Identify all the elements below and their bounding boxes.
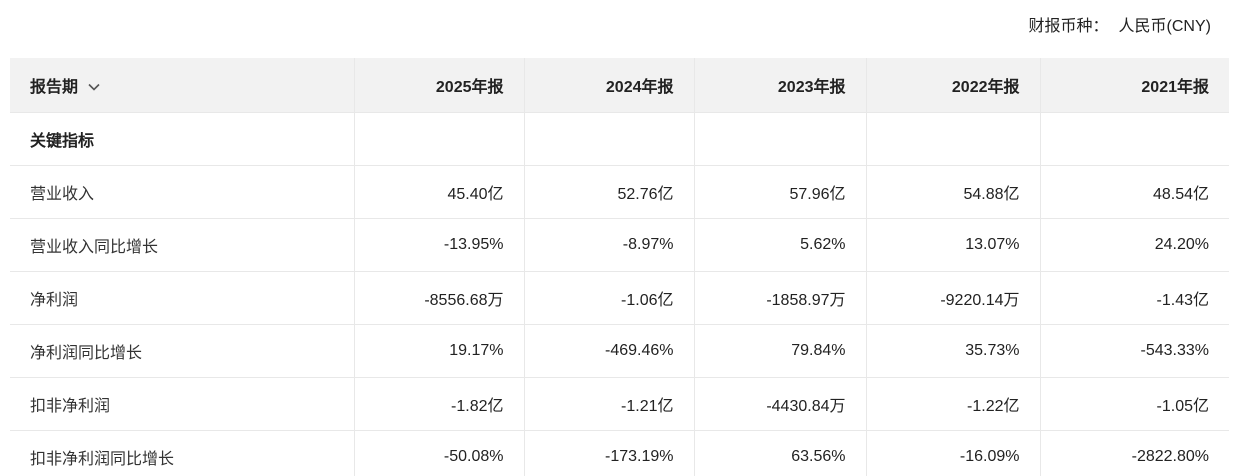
chevron-down-icon <box>88 78 101 96</box>
row-label: 净利润 <box>10 270 355 325</box>
empty-cell <box>523 111 695 166</box>
cell-value: -469.46% <box>523 323 695 378</box>
cell-value: -2822.80% <box>1039 429 1229 476</box>
column-header-2024: 2024年报 <box>523 58 695 113</box>
cell-value: -1.82亿 <box>353 376 525 431</box>
row-label: 扣非净利润 <box>10 376 355 431</box>
cell-value: 5.62% <box>693 217 867 272</box>
cell-value: -8556.68万 <box>353 270 525 325</box>
cell-value: -1.05亿 <box>1039 376 1229 431</box>
cell-value: 45.40亿 <box>353 164 525 219</box>
table-row: 营业收入 45.40亿 52.76亿 57.96亿 54.88亿 48.54亿 <box>10 164 1229 219</box>
row-label: 营业收入 <box>10 164 355 219</box>
cell-value: -9220.14万 <box>865 270 1041 325</box>
report-period-header[interactable]: 报告期 <box>10 58 355 113</box>
currency-value: 人民币(CNY) <box>1118 18 1211 35</box>
cell-value: 24.20% <box>1039 217 1229 272</box>
table-row: 扣非净利润同比增长 -50.08% -173.19% 63.56% -16.09… <box>10 429 1229 476</box>
table-header-row: 报告期 2025年报 2024年报 2023年报 2022年报 2021年报 <box>10 58 1229 113</box>
cell-value: -1.43亿 <box>1039 270 1229 325</box>
empty-cell <box>865 111 1041 166</box>
cell-value: -50.08% <box>353 429 525 476</box>
empty-cell <box>353 111 525 166</box>
row-label: 扣非净利润同比增长 <box>10 429 355 476</box>
cell-value: -1.06亿 <box>523 270 695 325</box>
column-header-2023: 2023年报 <box>693 58 867 113</box>
cell-value: 19.17% <box>353 323 525 378</box>
cell-value: 63.56% <box>693 429 867 476</box>
empty-cell <box>693 111 867 166</box>
cell-value: -13.95% <box>353 217 525 272</box>
section-row: 关键指标 <box>10 111 1229 166</box>
column-header-2021: 2021年报 <box>1039 58 1229 113</box>
cell-value: 54.88亿 <box>865 164 1041 219</box>
currency-label: 财报币种： <box>1028 18 1109 35</box>
empty-cell <box>1039 111 1229 166</box>
cell-value: -1.22亿 <box>865 376 1041 431</box>
cell-value: -16.09% <box>865 429 1041 476</box>
cell-value: 13.07% <box>865 217 1041 272</box>
cell-value: 79.84% <box>693 323 867 378</box>
cell-value: -4430.84万 <box>693 376 867 431</box>
row-label: 净利润同比增长 <box>10 323 355 378</box>
table-row: 扣非净利润 -1.82亿 -1.21亿 -4430.84万 -1.22亿 -1.… <box>10 376 1229 431</box>
table-row: 净利润 -8556.68万 -1.06亿 -1858.97万 -9220.14万… <box>10 270 1229 325</box>
report-period-label: 报告期 <box>30 78 79 96</box>
cell-value: -1858.97万 <box>693 270 867 325</box>
cell-value: 57.96亿 <box>693 164 867 219</box>
cell-value: 52.76亿 <box>523 164 695 219</box>
cell-value: -543.33% <box>1039 323 1229 378</box>
cell-value: -173.19% <box>523 429 695 476</box>
section-title: 关键指标 <box>10 111 355 166</box>
cell-value: -8.97% <box>523 217 695 272</box>
cell-value: -1.21亿 <box>523 376 695 431</box>
row-label: 营业收入同比增长 <box>10 217 355 272</box>
currency-bar: 财报币种： 人民币(CNY) <box>0 0 1239 58</box>
financial-report-table: 报告期 2025年报 2024年报 2023年报 2022年报 2021年报 关… <box>10 58 1229 476</box>
column-header-2025: 2025年报 <box>353 58 525 113</box>
table-row: 营业收入同比增长 -13.95% -8.97% 5.62% 13.07% 24.… <box>10 217 1229 272</box>
table-row: 净利润同比增长 19.17% -469.46% 79.84% 35.73% -5… <box>10 323 1229 378</box>
cell-value: 35.73% <box>865 323 1041 378</box>
column-header-2022: 2022年报 <box>865 58 1041 113</box>
cell-value: 48.54亿 <box>1039 164 1229 219</box>
